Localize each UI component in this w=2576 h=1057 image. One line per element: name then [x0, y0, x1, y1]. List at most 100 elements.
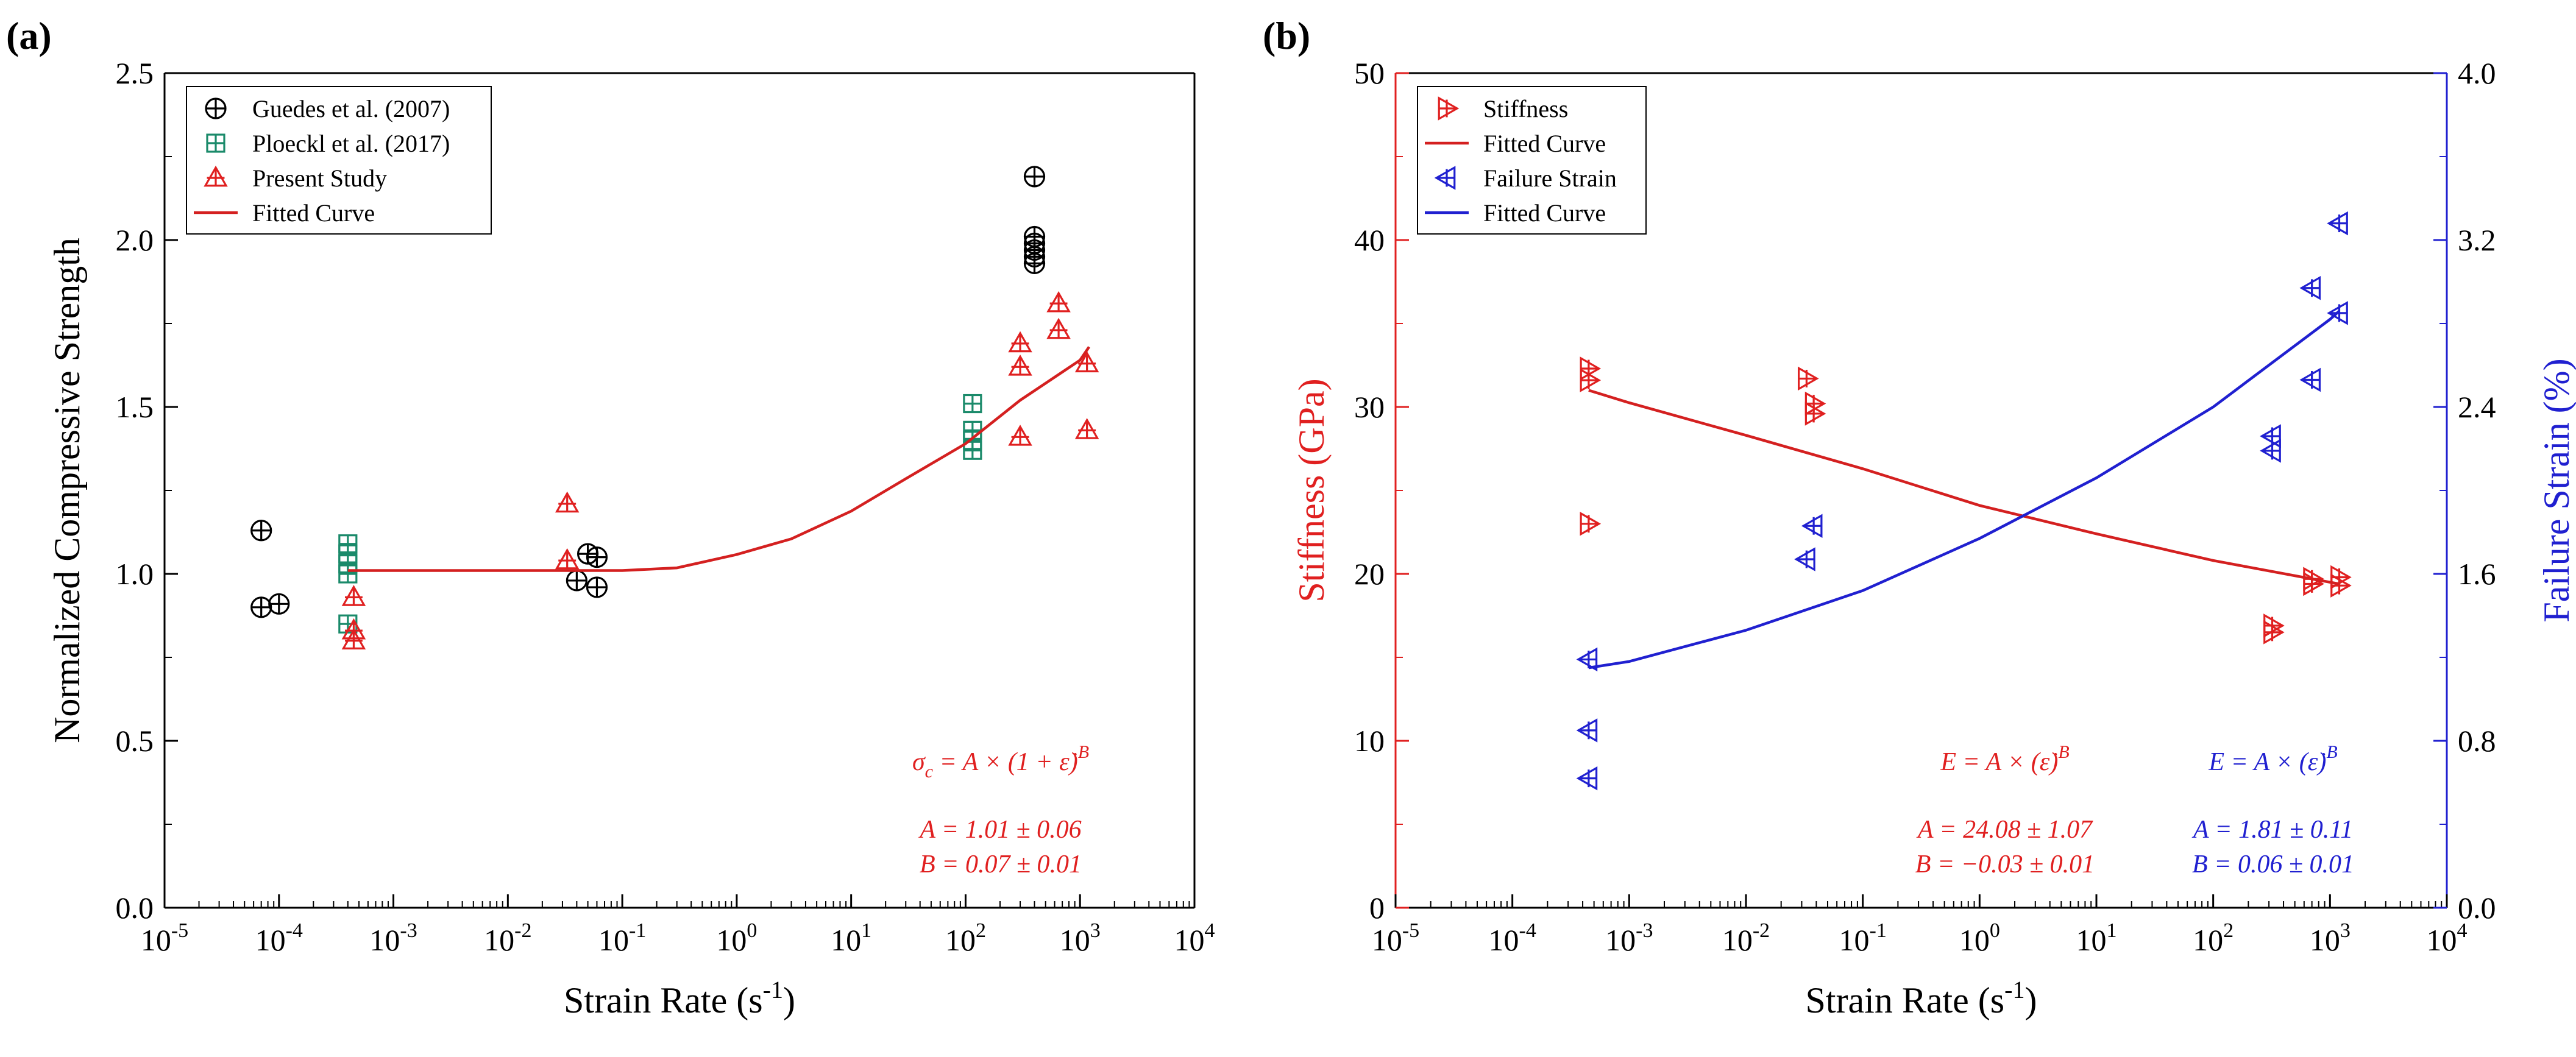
tick-base: 10: [255, 923, 286, 957]
tick-base: 10: [1959, 923, 1990, 957]
tick-base: 10: [2310, 923, 2340, 957]
x-tick-label: 101: [2076, 919, 2117, 957]
x-label-main: Strain Rate (s: [564, 980, 763, 1020]
tick-exponent: -4: [1519, 919, 1536, 942]
data-point: [555, 491, 580, 513]
x-tick-label: 104: [2427, 919, 2468, 957]
y-tick-label: 50: [1354, 56, 1385, 90]
x-axis-label: Strain Rate (s-1): [564, 976, 795, 1020]
tick-exponent: 4: [2457, 919, 2468, 942]
x-axis-label: Strain Rate (s-1): [1806, 976, 2037, 1020]
legend-entry: Ploeckl et al. (2017): [252, 130, 450, 157]
data-point: [2263, 620, 2285, 645]
x-label-sup: -1: [763, 976, 783, 1003]
series-failure-strain: [1576, 211, 2348, 791]
y-ticks-left: 0 10 20 30 40 50: [1354, 56, 1409, 925]
data-point: [1804, 391, 1826, 416]
data-point: [1580, 368, 1602, 392]
series-fitted-curve: [1588, 309, 2341, 670]
stiffness-param-b: B = −0.03 ± 0.01: [1915, 850, 2095, 878]
y-tick-label: 1.5: [116, 390, 154, 424]
tick-base: 10: [484, 923, 514, 957]
x-tick-label: 101: [831, 919, 871, 957]
data-point: [2299, 276, 2321, 300]
eq-exp: B: [1078, 742, 1089, 762]
legend-marker: [205, 97, 227, 119]
eq-mid: = A × (1 +: [933, 748, 1059, 776]
legend-marker: [1434, 166, 1456, 190]
x-tick-label: 100: [716, 919, 757, 957]
x-ticks: 10-5 10-4 10-3 10-2 10-1 100 101 102 103 104: [1372, 894, 2468, 957]
data-point: [1046, 291, 1071, 313]
equation-failure-strain: E = A × (ε̇)B: [2208, 742, 2337, 776]
tick-base: 10: [2193, 923, 2223, 957]
legend-entry: Fitted Curve: [1483, 130, 1606, 157]
x-tick-label: 10-2: [484, 919, 531, 957]
tick-exponent: -2: [1753, 919, 1770, 942]
legend-marker: [206, 133, 225, 153]
fitted-curve-line: [1588, 309, 2341, 670]
legend-box: [1417, 86, 1647, 235]
tick-exponent: -5: [1402, 919, 1419, 942]
y-tick-label: 2.5: [116, 56, 154, 90]
tick-base: 10: [2076, 923, 2107, 957]
data-point: [1023, 252, 1046, 274]
data-point: [1008, 355, 1032, 376]
tick-exponent: 1: [2107, 919, 2117, 942]
legend: Stiffness Fitted Curve Failure Strain Fitte…: [1417, 86, 1647, 235]
x-ticks: 10-5 10-4 10-3 10-2 10-1 100 101 102 103 104: [141, 894, 1215, 957]
tick-base: 10: [831, 923, 861, 957]
panel-b-label: (b): [1263, 14, 1310, 57]
data-point: [1580, 512, 1602, 536]
tick-exponent: 0: [747, 919, 757, 942]
data-point: [1576, 647, 1598, 672]
x-tick-label: 10-4: [1489, 919, 1536, 957]
tick-base: 10: [598, 923, 629, 957]
y-axis-label: Normalized Compressive Strength: [47, 238, 87, 743]
legend-entry: Fitted Curve: [252, 199, 375, 227]
x-tick-label: 102: [2193, 919, 2234, 957]
series-guedes-et-al-2007-: [250, 166, 1046, 618]
eq-sub: c: [925, 762, 933, 782]
legend-entry: Stiffness: [1483, 95, 1568, 122]
failure-param-a: A = 1.81 ± 0.11: [2191, 816, 2353, 844]
legend-box: [186, 86, 492, 235]
data-point: [1576, 766, 1598, 791]
data-point: [1008, 331, 1032, 353]
legend-marker: [204, 165, 228, 187]
data-point: [1008, 425, 1032, 446]
data-point: [2299, 367, 2321, 392]
data-point: [1801, 514, 1823, 538]
data-point: [268, 593, 290, 615]
eq-close: ): [2316, 748, 2326, 776]
data-point: [1804, 401, 1826, 426]
x-tick-label: 10-4: [255, 919, 303, 957]
eq-exp: B: [2326, 742, 2337, 762]
equation-stiffness: E = A × (ε̇)B: [1940, 742, 2069, 776]
y2-tick-label: 3.2: [2458, 223, 2496, 257]
legend-entry: Present Study: [252, 164, 387, 192]
x-tick-label: 103: [2310, 919, 2351, 957]
series-stiffness: [1580, 356, 2352, 645]
eq-close: ): [2048, 748, 2058, 776]
data-point: [555, 548, 580, 570]
tick-exponent: -1: [629, 919, 646, 942]
tick-exponent: 2: [2223, 919, 2234, 942]
x-tick-label: 10-1: [1839, 919, 1887, 957]
data-point: [250, 520, 272, 542]
y2-tick-label: 2.4: [2458, 390, 2496, 424]
y2-axis-label: Failure Strain (%): [2536, 358, 2576, 622]
legend-marker: [1438, 96, 1460, 121]
eq-lhs: E = A × (: [1940, 748, 2041, 776]
x-tick-label: 10-3: [369, 919, 417, 957]
data-point: [341, 628, 366, 649]
tick-exponent: -3: [1636, 919, 1653, 942]
panel-a: 10-5 10-4 10-3 10-2 10-1 100 101 102 103 1040.00.…: [47, 56, 1215, 1020]
tick-exponent: 1: [861, 919, 871, 942]
data-point: [2327, 211, 2348, 236]
data-point: [586, 576, 608, 598]
fitted-curve-line: [1588, 389, 2340, 585]
data-point: [1074, 418, 1099, 439]
eq-sigma: σ: [912, 748, 926, 776]
